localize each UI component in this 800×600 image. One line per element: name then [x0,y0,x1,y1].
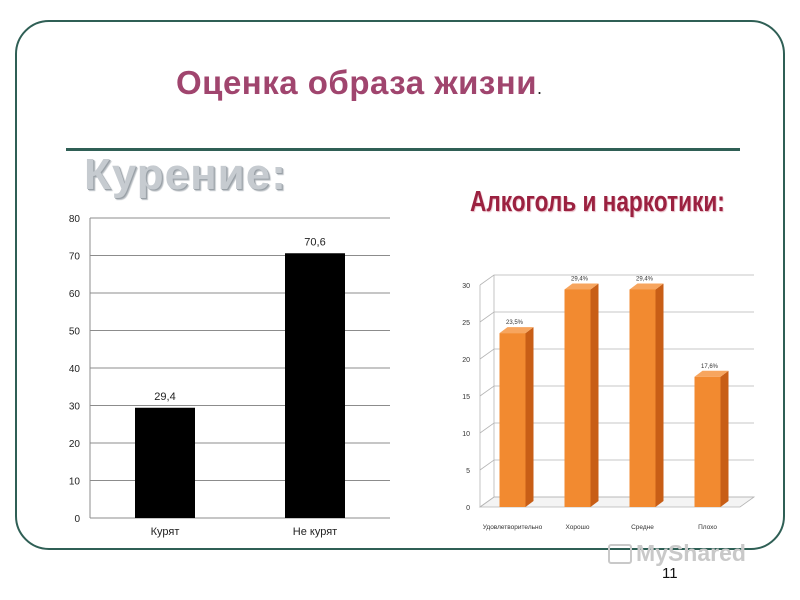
category-label: Не курят [293,526,337,538]
y-tick-label: 5 [466,468,470,475]
data-label: 23,5% [506,320,524,326]
bar-top-4 [694,370,729,377]
bar-side-2 [590,283,599,507]
smoking-heading: Курение: [84,150,287,199]
y-tick-label: 0 [466,505,470,512]
data-label: 70,6 [304,236,325,248]
category-label: Плохо [698,524,717,531]
bar-1 [499,333,526,507]
y-tick-label: 20 [69,439,81,450]
slide-title: Оценка образа жизни. [176,64,543,101]
bar-2 [564,289,591,507]
bar-side-1 [525,327,534,507]
y-tick-label: 15 [462,394,470,401]
smoking-chart: 0 10 20 30 40 50 60 70 80 29,4 Курят 70,6 Не курят [69,214,390,538]
alcohol-heading: Алкоголь и наркотики: [470,186,725,218]
y-tick-label: 20 [462,357,470,364]
y-tick-label: 40 [69,364,81,375]
y-tick-label: 10 [462,431,470,438]
y-tick-label: 0 [74,514,80,525]
category-label: Удовлетворительно [483,524,543,531]
watermark-text: MyShared [636,540,746,566]
bar-side-4 [720,370,729,507]
category-label: Хорошо [566,524,590,531]
y-tick-label: 25 [462,320,470,327]
gridline [479,311,754,323]
watermark: MyShared [608,540,746,567]
data-label: 17,6% [701,364,719,370]
bar-top-1 [499,327,534,334]
bar-top-2 [564,283,599,290]
gridline [479,274,754,286]
page-number: 11 [662,565,678,582]
data-label: 29,4% [636,276,654,282]
title-divider [66,148,740,151]
bar-2 [285,253,345,518]
data-label: 29,4% [571,276,589,282]
y-tick-label: 30 [462,283,470,290]
gridline [479,385,754,397]
gridline [479,459,754,471]
bar-side-3 [655,283,664,507]
data-label: 29,4 [154,391,175,403]
bar-top-3 [629,283,664,290]
presentation-board-icon [608,543,632,564]
y-tick-label: 80 [69,214,81,225]
y-tick-label: 50 [69,327,81,338]
y-tick-label: 60 [69,289,81,300]
bar-4 [694,376,721,507]
y-tick-label: 70 [69,252,81,263]
category-label: Средне [631,524,654,531]
y-tick-label: 10 [69,477,81,488]
gridline [479,422,754,434]
gridline [479,348,754,360]
gridline [479,496,754,508]
bar-1 [135,407,195,518]
category-label: Курят [151,526,180,538]
y-tick-label: 30 [69,402,81,413]
alcohol-drugs-chart: 0 5 10 15 20 25 30 23,5% Удовлетворительно 29,4% Х… [462,274,756,531]
bar-3 [629,289,656,507]
